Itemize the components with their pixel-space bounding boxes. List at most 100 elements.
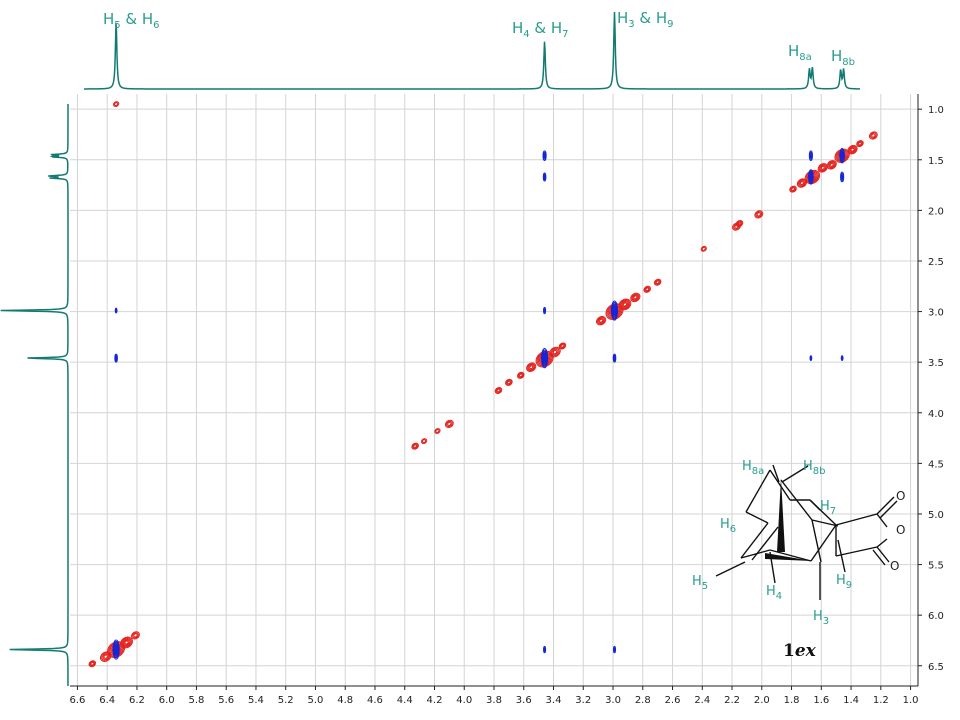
positive-contour-ring bbox=[630, 292, 641, 303]
y-tick-label-10: 6.0 bbox=[928, 611, 944, 622]
positive-peak-2 bbox=[120, 636, 133, 649]
x-tick-label-0: 6.6 bbox=[69, 695, 85, 706]
negative-contours bbox=[112, 148, 845, 660]
positive-peak-27 bbox=[789, 185, 797, 193]
negative-peak-5 bbox=[543, 306, 547, 315]
positive-contour-ring bbox=[755, 211, 763, 218]
positive-peak-7 bbox=[420, 438, 428, 445]
positive-peak-35 bbox=[868, 131, 878, 140]
positive-contour-ring bbox=[551, 348, 559, 356]
positive-peak-22 bbox=[653, 278, 662, 286]
positive-contour-ring bbox=[622, 302, 628, 307]
bond bbox=[811, 519, 822, 563]
positive-contour-ring bbox=[550, 347, 560, 357]
bond bbox=[876, 513, 888, 528]
positive-contour-ring bbox=[506, 380, 511, 385]
positive-peak-8 bbox=[434, 428, 441, 434]
molecule-label-7: H3 bbox=[813, 609, 829, 627]
positive-contour-ring bbox=[847, 144, 858, 155]
positive-contour-ring bbox=[737, 221, 742, 226]
positive-contour-ring bbox=[435, 429, 440, 433]
x-tick-label-25: 1.6 bbox=[813, 695, 829, 706]
y-tick-label-1: 1.5 bbox=[928, 156, 944, 167]
molecule-label-5: H4 bbox=[766, 584, 782, 602]
negative-contour-core bbox=[613, 356, 616, 361]
positive-contour-ring bbox=[618, 298, 632, 311]
positive-peak-12 bbox=[517, 371, 525, 379]
positive-contour-ring bbox=[643, 285, 652, 293]
wedge-bond bbox=[777, 478, 785, 552]
positive-contour-ring bbox=[114, 102, 119, 107]
positive-contour-ring bbox=[518, 373, 523, 378]
y-tick-label-4: 3.0 bbox=[928, 308, 944, 319]
positive-peak-26 bbox=[754, 210, 764, 219]
positive-contour-ring bbox=[789, 185, 797, 193]
x-tick-label-12: 4.2 bbox=[427, 695, 443, 706]
y-tick-label-9: 5.5 bbox=[928, 561, 944, 572]
positive-contour-ring bbox=[645, 287, 650, 292]
negative-peak-11 bbox=[808, 150, 813, 162]
positive-peak-6 bbox=[411, 442, 419, 450]
positive-contour-ring bbox=[505, 378, 513, 386]
positive-contour-ring bbox=[495, 387, 502, 394]
positive-contour-ring bbox=[797, 179, 807, 187]
negative-peak-15 bbox=[840, 171, 845, 183]
positive-contour-ring bbox=[632, 294, 639, 301]
bond bbox=[837, 539, 846, 573]
positive-contour-ring bbox=[506, 379, 512, 386]
negative-peak-4 bbox=[542, 172, 547, 182]
positive-peak-11 bbox=[505, 378, 513, 386]
x-tick-label-13: 4.0 bbox=[456, 695, 472, 706]
x-tick-label-24: 1.8 bbox=[784, 695, 800, 706]
positive-contour-ring bbox=[133, 633, 138, 638]
negative-peak-13 bbox=[809, 355, 813, 362]
positive-contour-ring bbox=[856, 140, 864, 148]
positive-contour-ring bbox=[754, 210, 764, 219]
bond bbox=[876, 546, 890, 563]
compound-label: 1ex bbox=[783, 641, 817, 661]
positive-contour-ring bbox=[871, 133, 876, 138]
positive-contour-ring bbox=[526, 362, 537, 372]
positive-contour-ring bbox=[528, 364, 535, 371]
grid-lines bbox=[70, 94, 918, 686]
positive-contour-ring bbox=[447, 421, 452, 426]
positive-contour-ring bbox=[496, 388, 501, 393]
bond bbox=[780, 479, 813, 521]
positive-contour-ring bbox=[633, 295, 638, 300]
molecule-label-0: H8a bbox=[742, 459, 764, 477]
positive-contours bbox=[88, 101, 878, 668]
positive-contour-ring bbox=[122, 638, 131, 647]
positive-contour-ring bbox=[101, 652, 111, 661]
x-tick-label-18: 3.0 bbox=[605, 695, 621, 706]
molecule-label-8: O bbox=[896, 489, 905, 503]
top-1d-spectrum bbox=[84, 11, 861, 90]
wedge-bond bbox=[765, 553, 812, 561]
negative-contour-core bbox=[115, 309, 117, 312]
x-tick-label-20: 2.6 bbox=[665, 695, 681, 706]
positive-peak-10 bbox=[494, 386, 503, 395]
positive-contour-ring bbox=[819, 165, 826, 171]
bond bbox=[715, 561, 746, 577]
positive-contour-ring bbox=[599, 318, 604, 323]
bond bbox=[740, 522, 769, 559]
positive-contour-ring bbox=[870, 132, 877, 139]
positive-contour-ring bbox=[736, 220, 743, 227]
positive-contour-ring bbox=[89, 661, 96, 667]
molecule-label-10: O bbox=[890, 559, 899, 573]
positive-contour-ring bbox=[434, 428, 441, 434]
positive-contour-ring bbox=[113, 101, 120, 108]
negative-peak-14 bbox=[839, 148, 845, 164]
x-tick-label-16: 3.4 bbox=[546, 695, 562, 706]
x-tick-label-6: 5.4 bbox=[248, 695, 264, 706]
positive-contour-ring bbox=[850, 147, 855, 152]
negative-peak-9 bbox=[612, 353, 617, 363]
molecule-label-3: H6 bbox=[720, 517, 736, 535]
bond bbox=[811, 519, 839, 527]
y-tick-label-11: 6.5 bbox=[928, 662, 944, 673]
positive-contour-ring bbox=[102, 653, 110, 660]
x-tick-label-7: 5.2 bbox=[278, 695, 294, 706]
positive-contour-ring bbox=[598, 317, 605, 324]
positive-contour-ring bbox=[444, 419, 454, 429]
bond bbox=[772, 464, 780, 483]
